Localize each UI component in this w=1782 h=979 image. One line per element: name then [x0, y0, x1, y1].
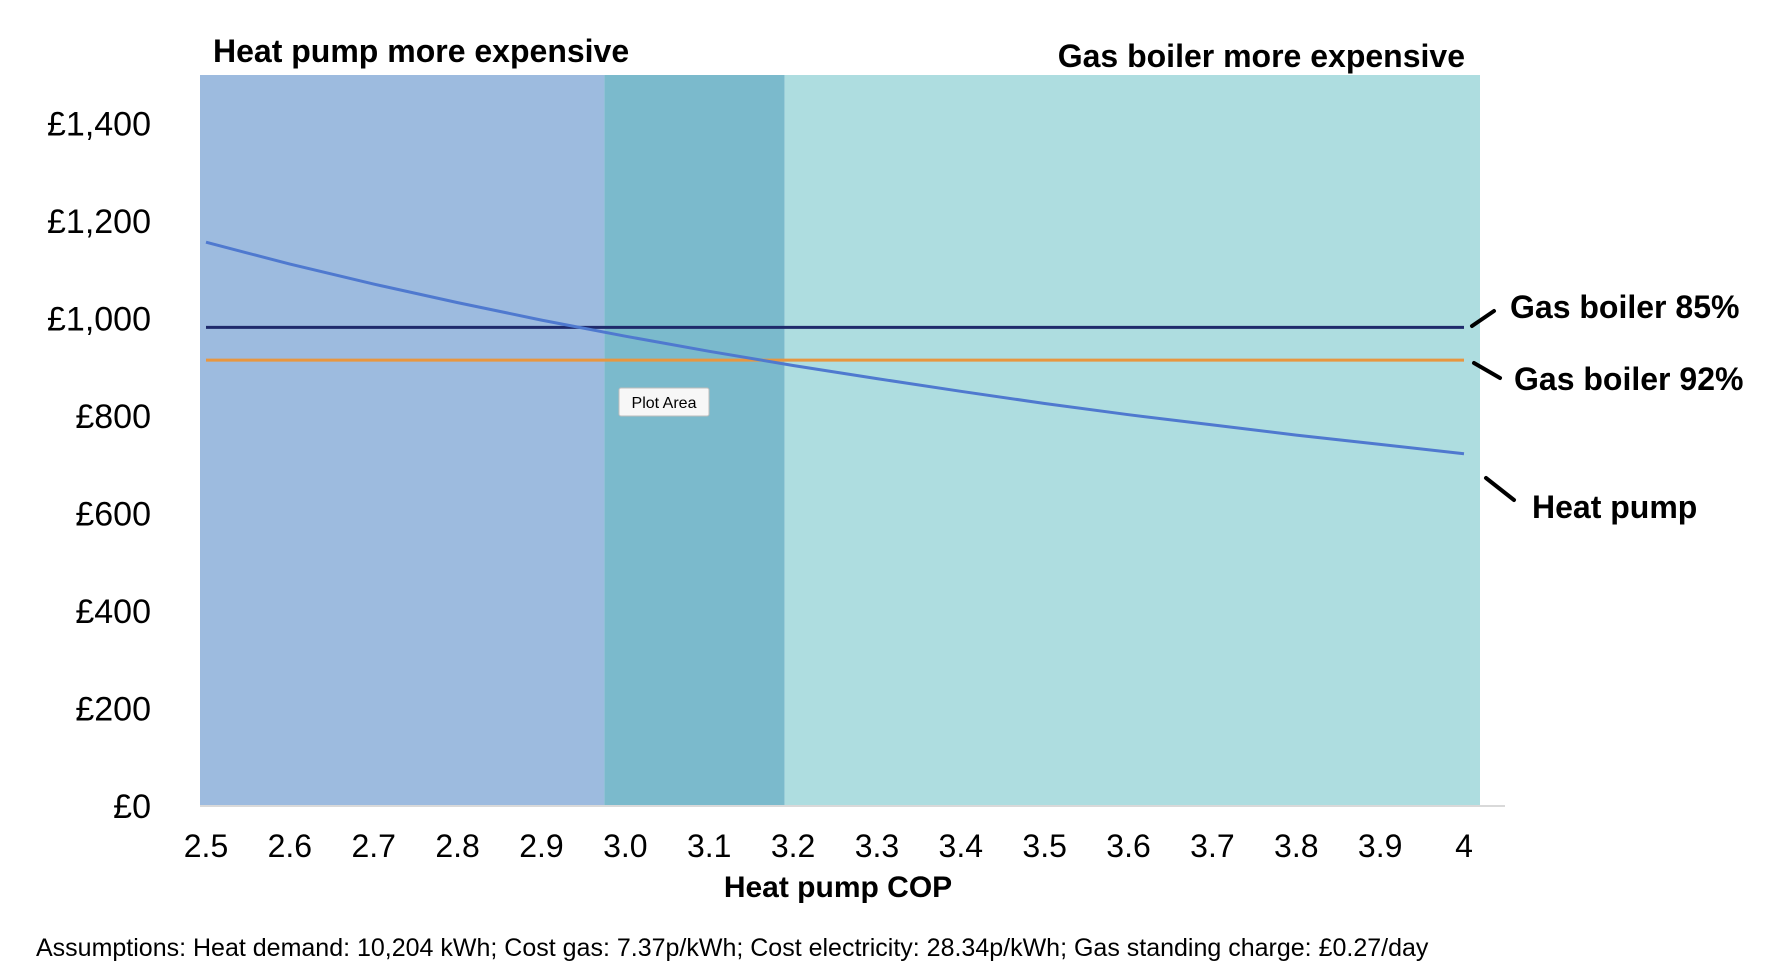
plot-area-tooltip-text: Plot Area — [632, 395, 697, 412]
region-band-2 — [604, 75, 785, 806]
region-label-gas-boiler-more-expensive: Gas boiler more expensive — [1058, 38, 1465, 74]
plot-area-tooltip-box — [618, 387, 710, 417]
series-line-heat-pump — [205, 240, 1465, 456]
series-label-text-gas-boiler-92: Gas boiler 92% — [1514, 361, 1743, 397]
x-tick-label: 3.1 — [687, 828, 731, 864]
x-tick-label: 4 — [1455, 828, 1473, 864]
series-label-heat-pump: Heat pump — [1484, 476, 1697, 525]
leader-line-gas-boiler-85 — [1470, 309, 1496, 328]
background-regions — [200, 75, 1480, 806]
x-axis-title: Heat pump COP — [724, 871, 952, 904]
x-tick-label: 3.7 — [1190, 828, 1234, 864]
x-tick-label: 3.2 — [771, 828, 815, 864]
region-band-1 — [200, 75, 605, 806]
x-tick-label: 2.6 — [268, 828, 312, 864]
y-tick-label: £1,200 — [47, 203, 151, 241]
footnote-assumptions: Assumptions: Heat demand: 10,204 kWh; Co… — [36, 934, 1429, 962]
x-tick-label: 2.9 — [519, 828, 563, 864]
y-tick-label: £200 — [75, 691, 151, 729]
y-tick-label: £1,400 — [47, 106, 151, 144]
y-tick-label: £1,000 — [47, 301, 151, 339]
x-tick-label: 3.9 — [1358, 828, 1402, 864]
leader-line-gas-boiler-92 — [1472, 361, 1502, 380]
series-label-gas-boiler-92: Gas boiler 92% — [1472, 361, 1743, 397]
x-tick-label: 3.8 — [1274, 828, 1318, 864]
y-axis-ticks: £0 £200 £400 £800 £600 £1,000 £1,200 £1,400 — [47, 106, 151, 826]
y-tick-label: £600 — [75, 496, 151, 534]
plot-area-tooltip: Plot Area — [618, 387, 710, 417]
x-tick-label: 2.5 — [184, 828, 228, 864]
x-tick-label: 3.0 — [603, 828, 647, 864]
y-tick-label: £800 — [75, 398, 151, 436]
x-axis-ticks: 2.5 2.6 2.7 2.8 2.9 3.0 3.1 3.2 3.3 3.4 3.5 3.6 3.7 3… — [184, 828, 1473, 864]
x-tick-label: 2.7 — [351, 828, 395, 864]
x-tick-label: 2.8 — [435, 828, 479, 864]
y-tick-label: £400 — [75, 593, 151, 631]
series-label-gas-boiler-85: Gas boiler 85% — [1470, 289, 1739, 328]
series-label-text-gas-boiler-85: Gas boiler 85% — [1510, 289, 1739, 325]
x-tick-label: 3.5 — [1022, 828, 1066, 864]
leader-line-heat-pump — [1484, 476, 1516, 502]
x-tick-label: 3.4 — [939, 828, 983, 864]
region-label-heat-pump-more-expensive: Heat pump more expensive — [213, 33, 629, 69]
y-tick-label: £0 — [113, 788, 151, 826]
region-band-3 — [784, 75, 1480, 806]
series-lines — [205, 240, 1465, 456]
series-label-text-heat-pump: Heat pump — [1532, 489, 1697, 525]
x-tick-label: 3.6 — [1106, 828, 1150, 864]
x-tick-label: 3.3 — [855, 828, 899, 864]
